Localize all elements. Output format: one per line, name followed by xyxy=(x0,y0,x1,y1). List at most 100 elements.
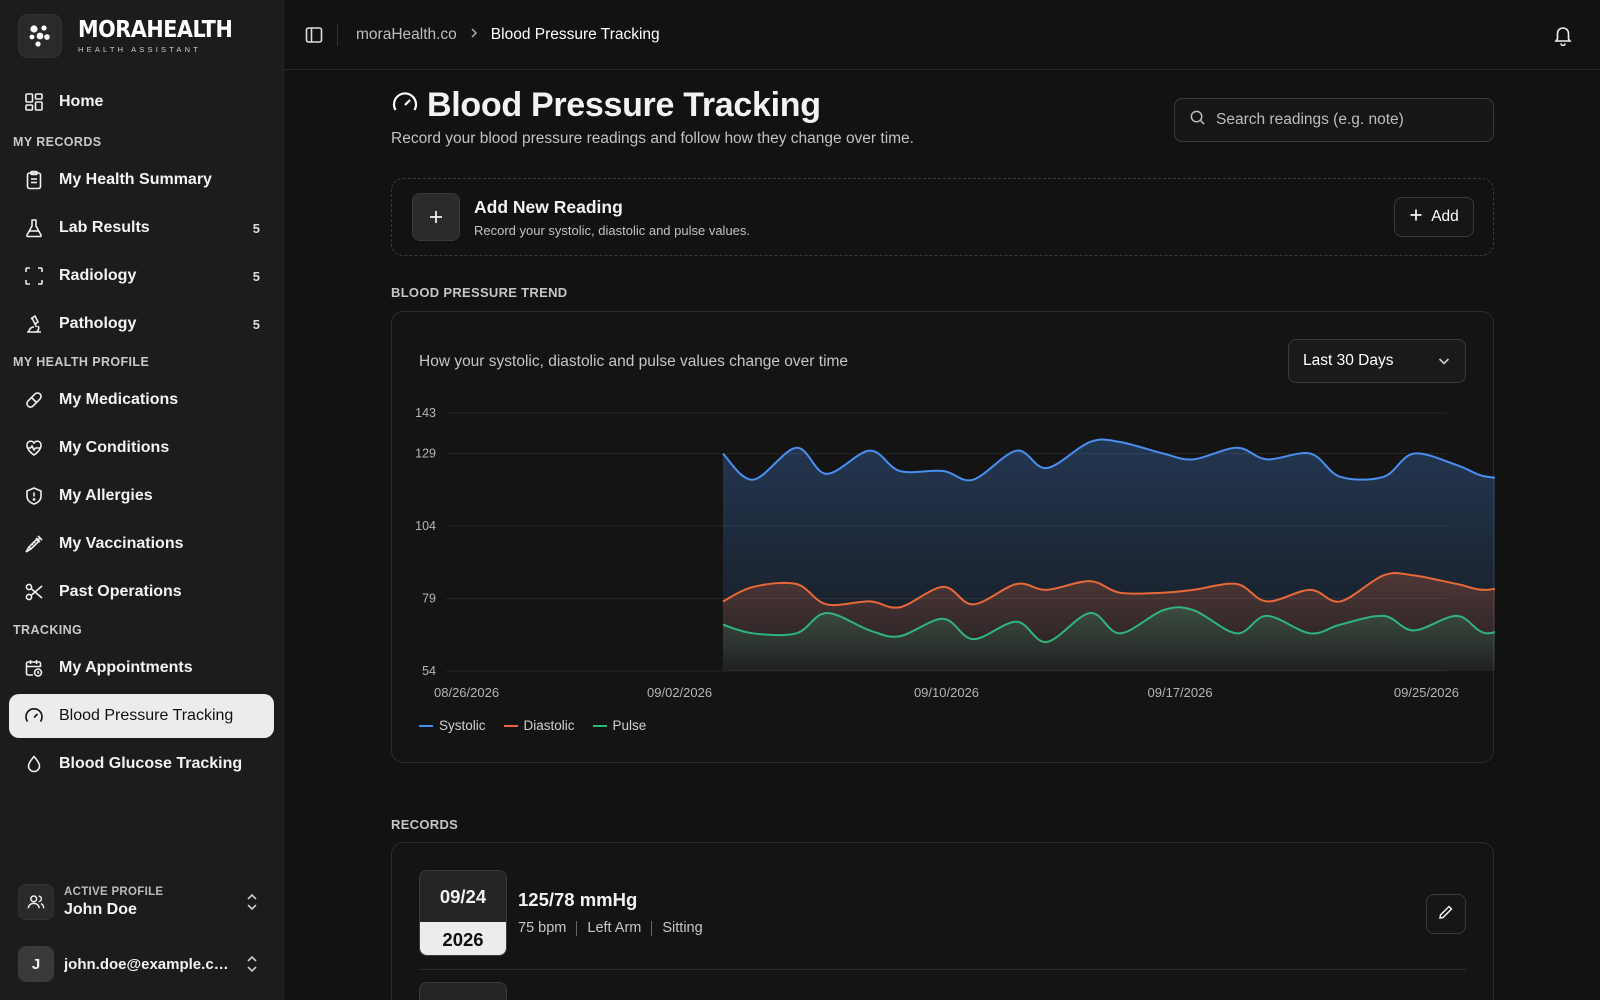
sidebar-item-blood-glucose[interactable]: Blood Glucose Tracking xyxy=(9,742,274,786)
series-line-pulse xyxy=(722,606,1495,644)
divider xyxy=(651,920,653,936)
record-position: Sitting xyxy=(662,920,703,936)
sidebar-item-label: Blood Pressure Tracking xyxy=(59,707,234,724)
range-select-value: Last 30 Days xyxy=(1303,352,1394,369)
add-reading-description: Record your systolic, diastolic and puls… xyxy=(474,223,751,238)
sidebar-item-allergies[interactable]: My Allergies xyxy=(9,474,274,518)
sidebar-item-label: My Allergies xyxy=(59,487,153,504)
add-button[interactable]: Add xyxy=(1394,197,1474,237)
breadcrumb: moraHealth.co Blood Pressure Tracking xyxy=(356,26,660,44)
active-profile-label: ACTIVE PROFILE xyxy=(64,885,164,898)
divider xyxy=(419,969,1466,970)
sidebar-item-vaccinations[interactable]: My Vaccinations xyxy=(9,522,274,566)
user-menu[interactable]: J john.doe@example.com xyxy=(18,945,268,983)
sidebar-item-operations[interactable]: Past Operations xyxy=(9,570,274,614)
brand-tagline: HEALTH ASSISTANT xyxy=(78,44,202,54)
record-value: 125/78 mmHg xyxy=(518,889,638,910)
x-tick-label: 09/25/2026 xyxy=(1394,685,1459,700)
breadcrumb-current: Blood Pressure Tracking xyxy=(490,26,660,43)
section-title-tracking: TRACKING xyxy=(13,623,83,637)
bell-icon[interactable] xyxy=(1552,24,1574,51)
count-badge: 5 xyxy=(252,268,260,284)
chevron-right-icon xyxy=(469,26,479,44)
trend-chart-card: How your systolic, diastolic and pulse v… xyxy=(391,311,1495,763)
edit-button[interactable] xyxy=(1426,894,1466,934)
y-tick-label: 54 xyxy=(422,664,436,678)
logo-icon xyxy=(18,14,62,58)
record-meta: 75 bpm Left Arm Sitting xyxy=(518,920,703,936)
microscope-icon xyxy=(23,313,45,335)
trend-chart: 54 79 104 129 143 08/26/2026 09/02/2026 09/10/… xyxy=(415,406,1495,700)
x-tick-label: 08/26/2026 xyxy=(434,685,499,700)
divider xyxy=(576,920,578,936)
record-day: 09/24 xyxy=(420,871,506,922)
clipboard-icon xyxy=(23,169,45,191)
search-box[interactable] xyxy=(1174,98,1494,142)
sidebar-item-label: My Appointments xyxy=(59,659,193,676)
x-tick-label: 09/02/2026 xyxy=(647,685,712,700)
y-tick-label: 143 xyxy=(415,406,436,420)
legend-swatch xyxy=(503,724,518,727)
breadcrumb-root[interactable]: moraHealth.co xyxy=(356,26,457,43)
active-profile-switcher[interactable]: ACTIVE PROFILE John Doe xyxy=(18,880,268,924)
plus-icon xyxy=(1409,208,1423,227)
search-icon xyxy=(1189,109,1206,131)
chart-description: How your systolic, diastolic and pulse v… xyxy=(419,353,849,370)
brand-name: MORAHEALTH xyxy=(78,16,233,43)
x-tick-label: 09/17/2026 xyxy=(1148,685,1213,700)
sidebar-item-health-summary[interactable]: My Health Summary xyxy=(9,158,274,202)
scissors-icon xyxy=(23,581,45,603)
scan-icon xyxy=(23,265,45,287)
page-title: Blood Pressure Tracking xyxy=(427,86,821,124)
sidebar-toggle-icon[interactable] xyxy=(304,25,324,50)
gauge-icon xyxy=(391,89,419,122)
record-date: 09/24 2026 xyxy=(419,870,507,956)
add-reading-title: Add New Reading xyxy=(474,197,623,217)
sidebar-item-blood-pressure[interactable]: Blood Pressure Tracking xyxy=(9,694,274,738)
user-email: john.doe@example.com xyxy=(64,955,234,973)
add-reading-card: Add New Reading Record your systolic, di… xyxy=(391,178,1494,256)
sidebar-item-label: My Health Summary xyxy=(59,171,212,188)
search-input[interactable] xyxy=(1216,111,1476,129)
droplet-icon xyxy=(23,753,45,775)
y-tick-label: 79 xyxy=(422,592,436,606)
sidebar-item-medications[interactable]: My Medications xyxy=(9,378,274,422)
avatar: J xyxy=(18,946,54,982)
sidebar-item-conditions[interactable]: My Conditions xyxy=(9,426,274,470)
legend-item-diastolic[interactable]: Diastolic xyxy=(503,718,575,733)
pill-icon xyxy=(23,389,45,411)
x-tick-label: 09/10/2026 xyxy=(914,685,979,700)
plus-icon[interactable] xyxy=(412,193,460,241)
count-badge: 5 xyxy=(252,220,260,236)
legend-swatch xyxy=(592,724,607,727)
sidebar-item-label: My Medications xyxy=(59,391,179,408)
range-select[interactable]: Last 30 Days xyxy=(1288,339,1466,383)
sidebar-item-home[interactable]: Home xyxy=(9,80,274,124)
legend-label: Pulse xyxy=(612,718,647,733)
chevron-down-icon xyxy=(1437,354,1451,373)
record-date xyxy=(419,982,507,1000)
sidebar-item-label: Radiology xyxy=(59,267,137,284)
users-icon xyxy=(18,884,54,920)
sidebar-item-appointments[interactable]: My Appointments xyxy=(9,646,274,690)
record-pulse: 75 bpm xyxy=(518,920,567,936)
grid-icon xyxy=(23,91,45,113)
divider xyxy=(337,24,338,46)
y-tick-label: 104 xyxy=(415,519,436,533)
shield-alert-icon xyxy=(23,485,45,507)
records-section-label: RECORDS xyxy=(391,817,459,832)
sidebar-item-radiology[interactable]: Radiology 5 xyxy=(9,254,274,298)
sidebar-item-label: Blood Glucose Tracking xyxy=(59,755,243,772)
brand-logo[interactable]: MORAHEALTH HEALTH ASSISTANT xyxy=(18,14,250,58)
main-content: moraHealth.co Blood Pressure Tracking Bl… xyxy=(284,0,1600,1000)
record-year: 2026 xyxy=(420,922,506,955)
legend-item-pulse[interactable]: Pulse xyxy=(592,718,647,733)
sidebar-item-lab-results[interactable]: Lab Results 5 xyxy=(9,206,274,250)
sidebar-item-pathology[interactable]: Pathology 5 xyxy=(9,302,274,346)
sidebar-item-label: Pathology xyxy=(59,315,137,332)
legend-label: Systolic xyxy=(439,718,486,733)
legend-item-systolic[interactable]: Systolic xyxy=(419,718,486,733)
sidebar-item-label: Past Operations xyxy=(59,583,182,600)
sidebar-item-label: My Conditions xyxy=(59,439,170,456)
pencil-icon xyxy=(1438,904,1454,925)
